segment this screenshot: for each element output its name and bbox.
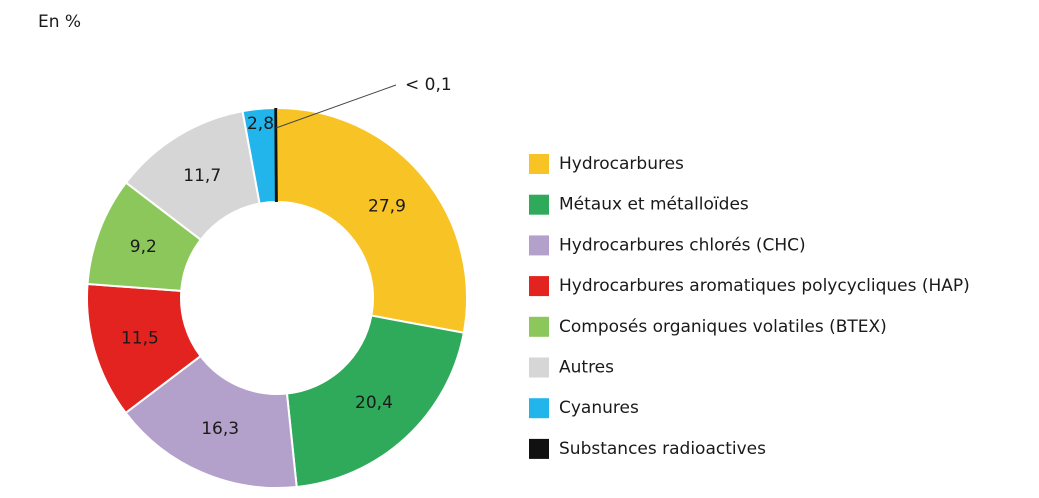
legend-item-hydrocarbures-aromatiques-polycycliques-hap: Hydrocarbures aromatiques polycycliques … xyxy=(529,276,970,297)
legend-label-hydrocarbures-aromatiques-polycycliques-hap: Hydrocarbures aromatiques polycycliques … xyxy=(559,276,970,296)
legend-swatch-substances-radioactives xyxy=(529,438,549,459)
slice-label-metaux-et-metalloides: 20,4 xyxy=(355,393,393,413)
slice-hydrocarbures xyxy=(276,106,468,334)
slice-label-cyanures: 2,8 xyxy=(247,114,274,134)
legend-item-composes-organiques-volatiles-btex: Composés organiques volatiles (BTEX) xyxy=(529,316,887,337)
legend-item-metaux-et-metalloides: Métaux et métalloïdes xyxy=(529,194,749,215)
callout-line-substances-radioactives xyxy=(275,84,397,129)
small-slice-callout: < 0,1 xyxy=(275,75,452,129)
legend-item-hydrocarbures: Hydrocarbures xyxy=(529,154,684,174)
legend-label-substances-radioactives: Substances radioactives xyxy=(559,439,766,459)
legend-label-composes-organiques-volatiles-btex: Composés organiques volatiles (BTEX) xyxy=(559,317,887,337)
legend-item-substances-radioactives: Substances radioactives xyxy=(529,438,766,459)
slice-label-substances-radioactives: < 0,1 xyxy=(405,75,452,95)
slice-label-hydrocarbures-chlores-chc: 16,3 xyxy=(201,419,239,439)
legend-swatch-hydrocarbures xyxy=(529,154,549,174)
slice-mark-substances-radioactives xyxy=(274,107,278,203)
slice-label-composes-organiques-volatiles-btex: 9,2 xyxy=(130,237,157,257)
legend-item-hydrocarbures-chlores-chc: Hydrocarbures chlorés (CHC) xyxy=(529,235,806,256)
slice-label-hydrocarbures: 27,9 xyxy=(368,197,406,217)
legend-label-hydrocarbures: Hydrocarbures xyxy=(559,154,684,174)
slice-labels: 27,9 20,4 16,3 11,5 9,2 11,7 2,8 xyxy=(121,114,406,439)
unit-label: En % xyxy=(38,12,82,32)
legend: Hydrocarbures Métaux et métalloïdes Hydroc… xyxy=(529,154,970,459)
slice-cyanures xyxy=(241,106,278,205)
legend-swatch-hydrocarbures-chlores-chc xyxy=(529,235,549,256)
legend-swatch-hydrocarbures-aromatiques-polycycliques-hap xyxy=(529,276,549,297)
legend-label-hydrocarbures-chlores-chc: Hydrocarbures chlorés (CHC) xyxy=(559,235,806,255)
slice-label-hydrocarbures-aromatiques-polycycliques-hap: 11,5 xyxy=(121,329,159,349)
donut-slices xyxy=(86,106,468,489)
legend-swatch-cyanures xyxy=(529,398,549,419)
legend-label-cyanures: Cyanures xyxy=(559,398,639,418)
legend-swatch-composes-organiques-volatiles-btex xyxy=(529,316,549,337)
legend-swatch-metaux-et-metalloides xyxy=(529,194,549,215)
slice-metaux-et-metalloides xyxy=(285,314,465,489)
legend-item-cyanures: Cyanures xyxy=(529,398,639,419)
slice-label-autres: 11,7 xyxy=(183,166,221,186)
legend-swatch-autres xyxy=(529,357,549,378)
legend-label-metaux-et-metalloides: Métaux et métalloïdes xyxy=(559,195,749,215)
legend-item-autres: Autres xyxy=(529,357,614,378)
legend-label-autres: Autres xyxy=(559,358,614,378)
